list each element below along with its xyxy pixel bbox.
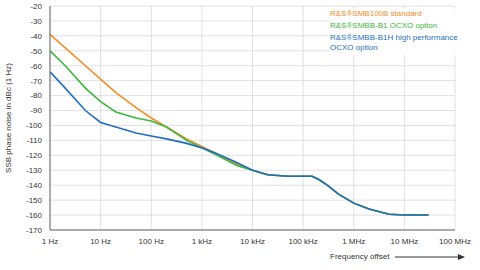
svg-text:-70: -70: [30, 77, 42, 86]
svg-text:10 kHz: 10 kHz: [240, 237, 265, 246]
svg-text:100 kHz: 100 kHz: [288, 237, 317, 246]
svg-text:-90: -90: [30, 106, 42, 115]
svg-text:-130: -130: [26, 166, 43, 175]
svg-text:-30: -30: [30, 17, 42, 26]
html-text:R&S®SMBB-B1H high performance: R&S®SMBB-B1H high performance OCXO optio…: [330, 33, 458, 52]
svg-text:-140: -140: [26, 181, 43, 190]
svg-text:-100: -100: [26, 121, 43, 130]
svg-text:-60: -60: [30, 62, 42, 71]
svg-text:1 MHz: 1 MHz: [342, 237, 365, 246]
html-text:R&S®SMB100B standard: R&S®SMB100B standard: [330, 9, 422, 18]
svg-text:-110: -110: [27, 136, 43, 145]
html-text:R&S®SMBB-B1 OCXO option: R&S®SMBB-B1 OCXO option: [330, 21, 438, 30]
svg-text:100 MHz: 100 MHz: [439, 237, 471, 246]
svg-text:SSB phase noise in dBc (1 Hz): SSB phase noise in dBc (1 Hz): [8, 63, 13, 173]
svg-text:-20: -20: [30, 2, 42, 11]
svg-text:1 kHz: 1 kHz: [192, 237, 212, 246]
svg-text:10 Hz: 10 Hz: [90, 237, 111, 246]
html-text:Frequency offset: Frequency offset: [330, 252, 390, 261]
svg-text:-50: -50: [30, 47, 42, 56]
svg-text:-40: -40: [30, 32, 42, 41]
svg-text:10 MHz: 10 MHz: [391, 237, 419, 246]
svg-text:-80: -80: [30, 91, 42, 100]
svg-text:-120: -120: [26, 151, 43, 160]
svg-text:-170: -170: [26, 226, 43, 235]
svg-text:-160: -160: [26, 211, 43, 220]
svg-text:100 Hz: 100 Hz: [139, 237, 164, 246]
svg-text:-150: -150: [26, 196, 43, 205]
svg-text:1 Hz: 1 Hz: [42, 237, 58, 246]
